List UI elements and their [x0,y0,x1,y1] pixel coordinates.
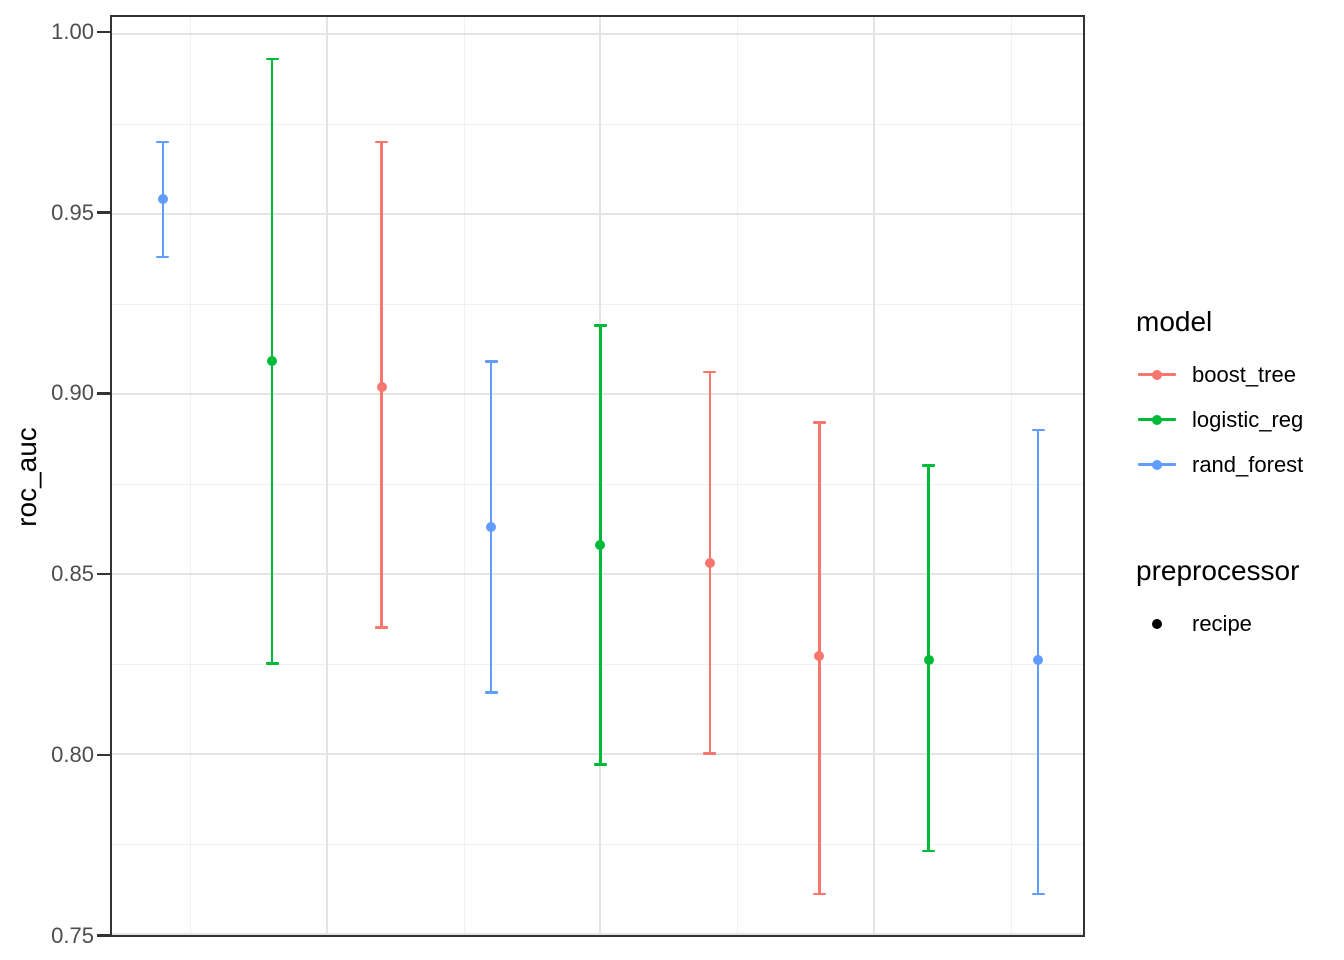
errorbar-cap-bottom-boost_tree-rank-6 [703,752,717,755]
y-axis-title: roc_auc [11,427,42,527]
point-logistic_reg-rank-8 [923,655,934,666]
errorbar-cap-top-boost_tree-rank-7 [812,421,826,424]
point-logistic_reg-rank-5 [595,539,606,550]
legend-item-recipe: recipe [1136,601,1336,646]
gridline-y-minor [112,663,1083,665]
ytick-mark-0.90 [97,392,110,395]
gridline-y-major [112,392,1083,395]
ytick-mark-0.75 [97,934,110,937]
ytick-mark-0.85 [97,572,110,576]
gridline-y-major [112,572,1083,575]
gridline-x-minor [1010,17,1012,935]
gridline-y-major [112,752,1083,755]
legend-item-label: logistic_reg [1192,406,1304,432]
errorbar-cap-bottom-logistic_reg-rank-2 [265,662,279,665]
ytick-mark-1.00 [97,30,110,34]
legend-group-model: model boost_tree logistic_reg rand_forest [1136,306,1336,487]
point-rand_forest-rank-4 [486,521,497,532]
legend-key-dot-icon [1152,459,1162,470]
legend-group-preprocessor: preprocessor recipe [1136,555,1336,646]
legend-item-label: rand_forest [1192,451,1304,477]
errorbar-cap-top-logistic_reg-rank-2 [265,57,279,61]
gridline-y-minor [112,123,1083,125]
point-logistic_reg-rank-2 [267,356,278,367]
legend-key-dot-icon [1152,618,1162,629]
legend-item-logistic_reg: logistic_reg [1136,397,1336,442]
errorbar-cap-top-boost_tree-rank-3 [375,140,389,144]
errorbar-cap-top-rand_forest-rank-4 [484,360,498,363]
legend-item-boost_tree: boost_tree [1136,352,1336,397]
ytick-label-0.90: 0.90 [51,380,94,406]
ytick-label-0.95: 0.95 [51,199,94,225]
errorbar-cap-bottom-logistic_reg-rank-5 [593,763,607,766]
gridline-y-major [112,32,1083,35]
gridline-x-minor [463,17,465,935]
plot-area [112,17,1083,935]
gridline-x-major [873,17,875,935]
ytick-label-0.75: 0.75 [51,922,94,948]
errorbar-cap-bottom-boost_tree-rank-7 [812,892,826,896]
point-boost_tree-rank-3 [376,381,387,392]
legend-key-line-dot-icon [1136,406,1178,434]
errorbar-cap-top-rand_forest-rank-1 [156,140,170,144]
legend-key-line-dot-icon [1136,361,1178,389]
errorbar-cap-top-logistic_reg-rank-5 [593,324,607,327]
ytick-label-0.85: 0.85 [51,561,94,587]
ytick-mark-0.80 [97,753,110,757]
gridline-y-minor [112,303,1083,305]
errorbar-cap-bottom-boost_tree-rank-3 [375,626,389,629]
point-rand_forest-rank-1 [157,194,168,205]
legend-item-label: recipe [1192,610,1252,636]
legend-key-dot-icon [1152,369,1162,380]
errorbar-cap-top-rand_forest-rank-9 [1031,428,1045,431]
gridline-y-major [112,212,1083,215]
legend-key-dot-icon [1152,414,1162,425]
gridline-x-major [325,17,328,935]
point-rand_forest-rank-9 [1033,655,1044,666]
ytick-mark-0.95 [97,211,110,214]
legend-item-label: boost_tree [1192,361,1296,387]
errorbar-cap-bottom-rand_forest-rank-4 [484,691,498,694]
plot-panel [110,15,1085,937]
legend-key-dot-icon [1136,610,1178,638]
legend-title-model: model [1136,306,1213,337]
legend-item-rand_forest: rand_forest [1136,442,1336,487]
gridline-x-minor [737,17,739,935]
errorbar-cap-bottom-rand_forest-rank-1 [156,255,170,259]
legend-title-preprocessor: preprocessor [1136,555,1300,586]
gridline-y-minor [112,843,1083,845]
ytick-label-0.80: 0.80 [51,741,94,767]
gridline-y-minor [112,483,1083,485]
gridline-y-major [112,932,1083,935]
errorbar-cap-bottom-logistic_reg-rank-8 [922,849,936,853]
legend-key-line-dot-icon [1136,451,1178,479]
errorbar-cap-top-logistic_reg-rank-8 [922,464,936,467]
errorbar-cap-top-boost_tree-rank-6 [703,370,717,374]
ytick-label-1.00: 1.00 [51,18,94,44]
gridline-x-minor [190,17,192,935]
point-boost_tree-rank-6 [704,557,715,568]
point-boost_tree-rank-7 [814,651,825,662]
errorbar-cap-bottom-rand_forest-rank-9 [1031,892,1045,896]
